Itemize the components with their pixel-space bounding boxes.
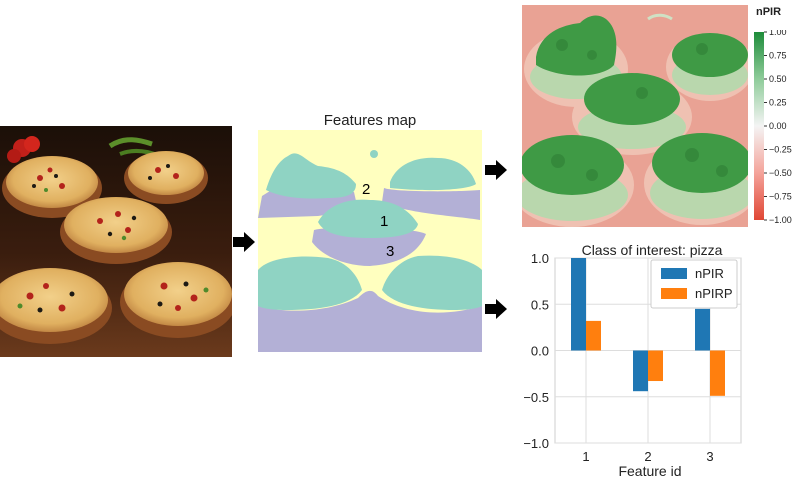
feature-label: 3 [386, 243, 394, 260]
features-map-title: Features map [323, 112, 417, 129]
legend-label-npir: nPIR [695, 266, 724, 281]
feature-label: 1 [380, 213, 388, 230]
pizza-center [60, 197, 172, 264]
colorbar-gradient [754, 32, 764, 220]
legend-label-npirp: nPIRP [695, 286, 733, 301]
legend-swatch-npirp [661, 288, 687, 299]
bar-npir-feature-1 [571, 258, 586, 351]
y-tick-label: 0.0 [531, 344, 549, 359]
colorbar-tick-label: 0.00 [769, 121, 787, 131]
feature-region [382, 255, 482, 310]
pizza-bottom-right [120, 262, 232, 338]
pizza-bottom-left [0, 268, 112, 344]
feature-region [258, 290, 482, 352]
colorbar-tick-label: −1.00 [769, 215, 792, 224]
y-tick-label: 1.0 [531, 252, 549, 266]
colorbar-tick-label: 1.00 [769, 30, 787, 37]
y-tick-label: 0.5 [531, 297, 549, 312]
pizza-top-left [2, 156, 102, 218]
colorbar-tick-label: 0.25 [769, 98, 787, 108]
arrow-right-icon [485, 160, 507, 180]
pizza-top-right [124, 151, 208, 204]
legend-swatch-npir [661, 268, 687, 279]
bar-npir-feature-2 [633, 350, 648, 392]
bar-chart: 1.0 0.5 0.0 −0.5 −1.0 1 2 3 nPIR nPIRP Feature… [523, 252, 742, 479]
feature-region [318, 199, 418, 238]
chart-legend: nPIR nPIRP [650, 259, 738, 309]
npir-heatmap [522, 5, 748, 227]
features-map: 2 1 3 [258, 130, 482, 352]
bar-npirp-feature-2 [648, 350, 663, 382]
colorbar-tick-label: −0.25 [769, 145, 792, 155]
feature-region [258, 256, 362, 310]
x-tick-label: 3 [706, 449, 713, 464]
arrow-right-icon [485, 299, 507, 319]
x-tick-label: 1 [582, 449, 589, 464]
bar-npirp-feature-3 [710, 350, 725, 396]
colorbar-tick-label: −0.50 [769, 168, 792, 178]
chart-title: Class of interest: pizza [581, 242, 723, 258]
bar-npir-feature-3 [695, 308, 710, 351]
colorbar-tick-label: 0.75 [769, 51, 787, 61]
feature-label: 2 [362, 181, 370, 198]
colorbar-tick-label: 0.50 [769, 74, 787, 84]
feature-region [266, 153, 356, 199]
colorbar: 1.00 0.75 0.50 0.25 0.00 −0.25 −0.50 −0.75 −1.00 [754, 30, 792, 224]
bar-npirp-feature-1 [586, 320, 601, 351]
feature-region [382, 188, 480, 220]
colorbar-title: nPIR [756, 6, 782, 18]
y-tick-label: −0.5 [523, 390, 549, 405]
feature-region [312, 227, 426, 266]
x-axis-label: Feature id [618, 463, 681, 479]
input-photo [0, 126, 232, 357]
feature-region [390, 157, 476, 191]
x-tick-label: 2 [644, 449, 651, 464]
y-tick-label: −1.0 [523, 436, 549, 451]
colorbar-tick-label: −0.75 [769, 192, 792, 202]
arrow-right-icon [233, 232, 255, 252]
